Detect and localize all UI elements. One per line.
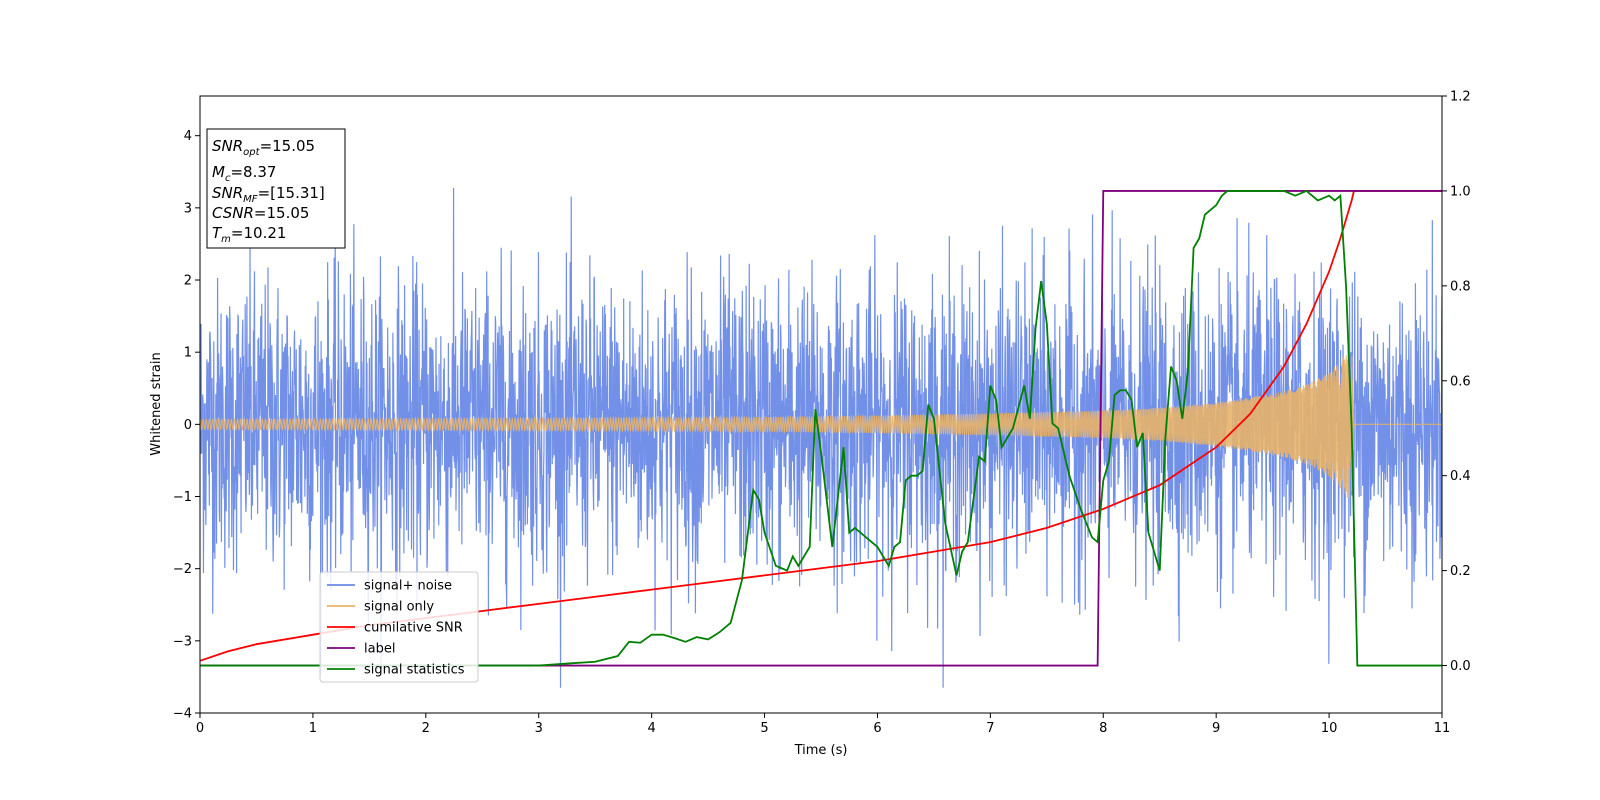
y-tick-label: −3 — [173, 634, 192, 649]
y2-tick-label: 1.2 — [1450, 90, 1471, 105]
x-tick-label: 3 — [535, 721, 543, 736]
y2-tick-label: 0.6 — [1450, 374, 1471, 389]
x-tick-label: 0 — [196, 721, 204, 736]
x-tick-label: 5 — [760, 721, 768, 736]
y-tick-label: −1 — [173, 490, 192, 505]
x-axis-label: Time (s) — [794, 743, 848, 758]
series-signal-statistics — [200, 189, 1442, 667]
legend-label: cumilative SNR — [364, 621, 463, 636]
y2-tick-label: 0.8 — [1450, 279, 1471, 294]
legend: signal+ noise signal only cumilative SNR la… — [319, 571, 479, 683]
x-tick-label: 8 — [1099, 721, 1107, 736]
info-csnr: CSNR=15.05 — [212, 204, 309, 222]
legend-label: signal statistics — [364, 663, 465, 678]
y2-tick-label: 0.4 — [1450, 469, 1471, 484]
y2-tick-label: 0.0 — [1450, 659, 1471, 674]
legend-label: signal+ noise — [364, 579, 452, 594]
info-snr-mf: SNRMF=[15.31] — [212, 184, 325, 205]
x-tick-label: 4 — [647, 721, 655, 736]
y-tick-label: 3 — [184, 201, 192, 216]
x-tick-label: 2 — [422, 721, 430, 736]
y-tick-label: 1 — [184, 346, 192, 361]
series-signal-only — [200, 348, 1442, 498]
x-tick-label: 6 — [873, 721, 881, 736]
x-tick-label: 1 — [309, 721, 317, 736]
plot-frame — [199, 95, 1443, 714]
y-axis-label: Whitened strain — [149, 352, 164, 455]
series-signal-noise — [200, 187, 1442, 688]
info-tm: Tm=10.21 — [212, 224, 286, 245]
info-mc: Mc=8.37 — [212, 163, 276, 184]
y-tick-label: 2 — [184, 274, 192, 289]
legend-label: signal only — [364, 600, 434, 615]
y2-tick-label: 0.2 — [1450, 564, 1471, 579]
axes: 0 1 2 3 4 5 6 7 8 9 10 11 −4 −3 −2 −1 0 1 2 3 4 0.0 0.2 0.4 0.6 0… — [173, 90, 1471, 737]
y-tick-label: −2 — [173, 562, 192, 577]
y-tick-label: 4 — [184, 129, 192, 144]
x-tick-label: 7 — [986, 721, 994, 736]
y-tick-label: 0 — [184, 418, 192, 433]
x-tick-label: 11 — [1434, 721, 1451, 736]
info-box: SNRopt=15.05 Mc=8.37 SNRMF=[15.31] CSNR=… — [206, 128, 346, 249]
series-label — [200, 190, 1442, 667]
y2-tick-label: 1.0 — [1450, 184, 1471, 199]
x-tick-label: 9 — [1212, 721, 1220, 736]
info-snr-opt: SNRopt=15.05 — [212, 137, 315, 158]
y-tick-label: −4 — [173, 707, 192, 722]
x-tick-label: 10 — [1321, 721, 1338, 736]
legend-label: label — [364, 642, 395, 657]
